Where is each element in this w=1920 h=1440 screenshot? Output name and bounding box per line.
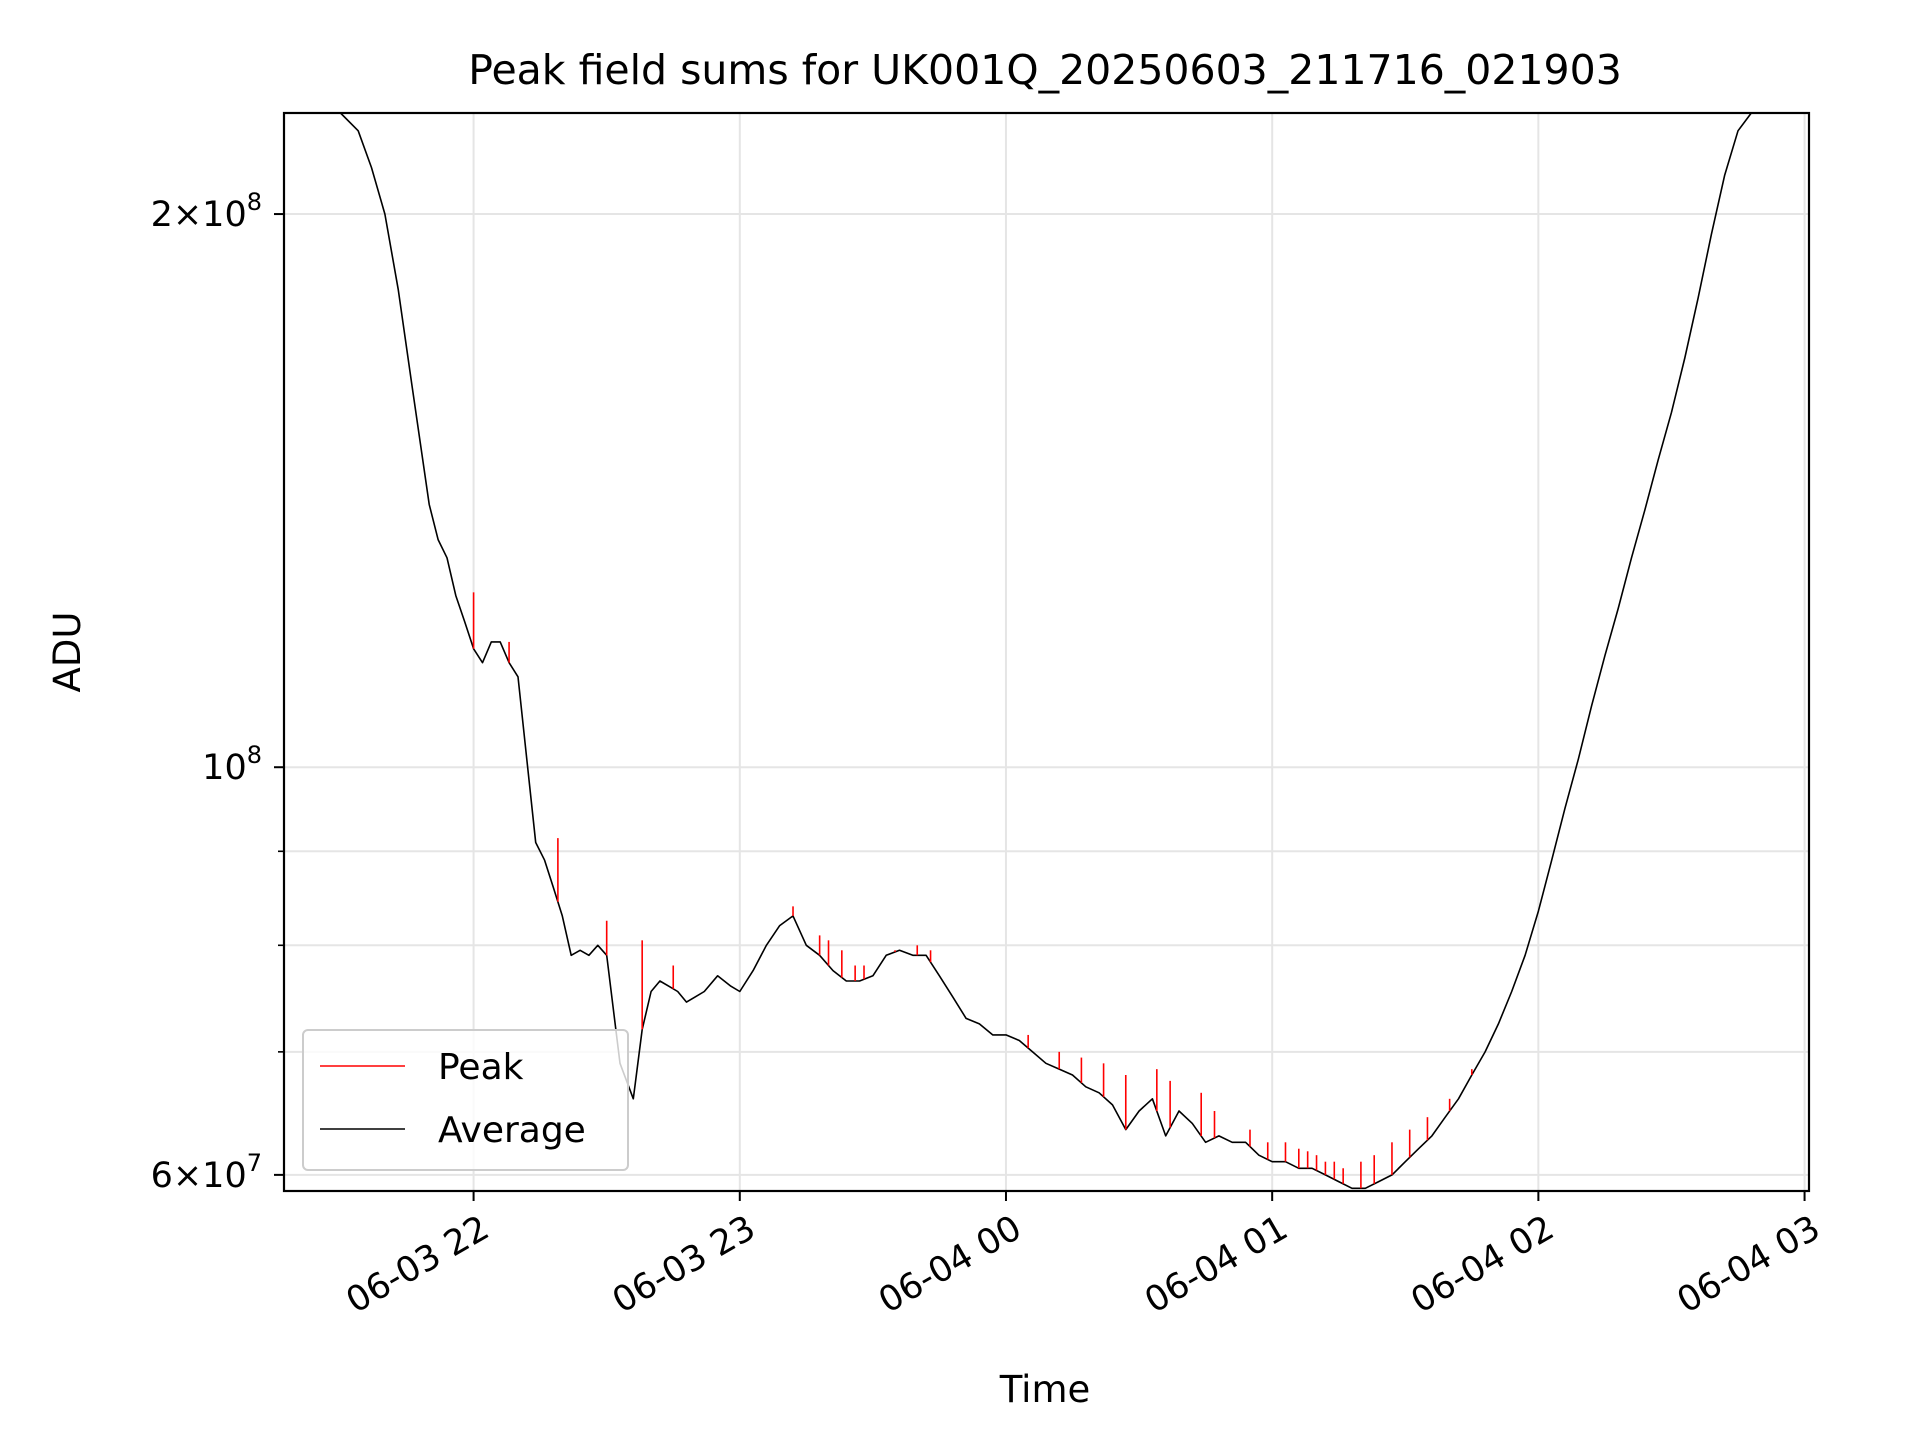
y-axis-label: ADU: [46, 612, 89, 693]
grid: [284, 113, 1809, 1191]
y-tick-label: 108: [202, 741, 262, 788]
chart-title: Peak field sums for UK001Q_20250603_2117…: [468, 46, 1622, 94]
legend-box: [302, 1029, 629, 1171]
legend-average-label: Average: [438, 1110, 586, 1151]
average-series: [284, 112, 1809, 1190]
x-axis-label: Time: [999, 1368, 1091, 1411]
y-tick-label: 2×108: [151, 188, 262, 235]
legend-peak-label: Peak: [438, 1047, 524, 1088]
plot-frame: [282, 111, 1811, 1193]
y-axis-ticks: 6×107 108 2×108: [151, 188, 284, 1196]
legend: Peak Average: [302, 1029, 629, 1171]
peak-series: [472, 592, 1473, 1189]
y-tick-label: 6×107: [151, 1149, 262, 1196]
average-line: [284, 112, 1809, 1190]
